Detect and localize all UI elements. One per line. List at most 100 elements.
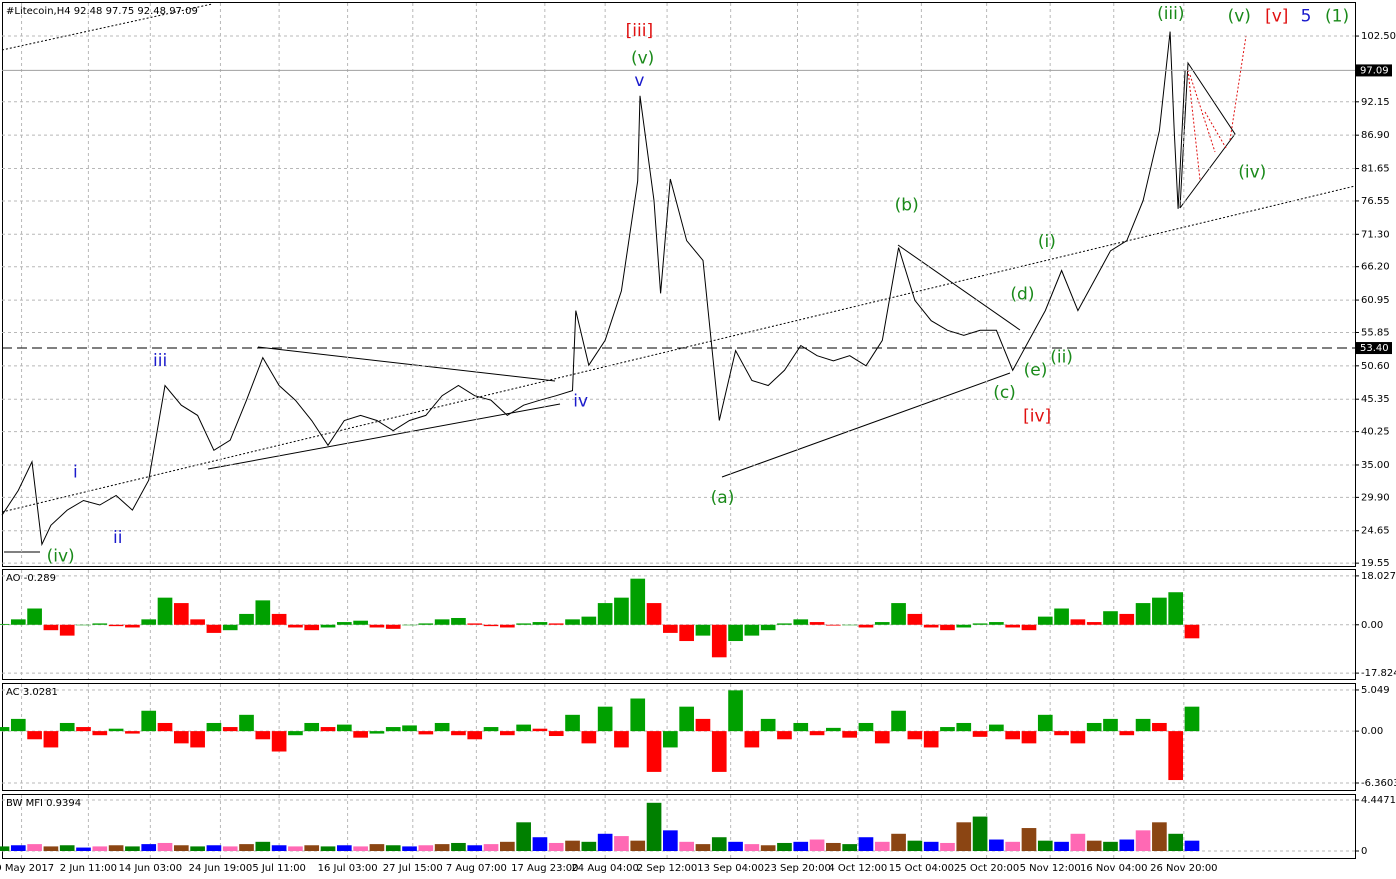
histogram-bar bbox=[663, 830, 678, 851]
histogram-bar bbox=[679, 706, 694, 732]
histogram-bar bbox=[1021, 624, 1037, 631]
histogram-bar bbox=[92, 731, 108, 736]
histogram-bar bbox=[451, 842, 466, 851]
price-panel bbox=[2, 2, 1356, 567]
histogram-bar bbox=[141, 710, 157, 732]
histogram-bar bbox=[190, 846, 205, 851]
y-tick-label: 81.65 bbox=[1361, 164, 1390, 175]
histogram-bar bbox=[793, 841, 809, 851]
histogram-bar bbox=[385, 727, 401, 732]
histogram-bar bbox=[614, 731, 629, 748]
histogram-bar bbox=[532, 837, 548, 851]
y-tick-label: 71.30 bbox=[1361, 229, 1390, 240]
histogram-bar bbox=[777, 623, 792, 625]
histogram-bar bbox=[793, 619, 809, 625]
histogram-bar bbox=[532, 622, 548, 625]
histogram-bar bbox=[907, 731, 923, 740]
projection-line bbox=[1187, 69, 1201, 181]
triangle-line bbox=[257, 346, 556, 382]
y-tick-label: 29.90 bbox=[1361, 492, 1390, 503]
histogram-bar bbox=[923, 731, 939, 748]
histogram-bar bbox=[10, 718, 26, 732]
histogram-bar bbox=[940, 624, 955, 631]
y-tick-label: 35.00 bbox=[1361, 460, 1390, 471]
histogram-bar bbox=[157, 722, 173, 732]
histogram-bar bbox=[1184, 624, 1200, 639]
wave-drawings bbox=[1, 3, 1356, 553]
histogram-bar bbox=[59, 624, 75, 636]
histogram-bar bbox=[369, 844, 385, 851]
histogram-bar bbox=[711, 731, 727, 772]
histogram-bar bbox=[353, 731, 368, 738]
histogram-bar bbox=[336, 845, 352, 851]
histogram-bar bbox=[222, 846, 238, 851]
histogram-bar bbox=[793, 722, 809, 732]
x-tick-label: 24 Jun 19:00 bbox=[189, 863, 253, 874]
histogram-bar bbox=[451, 617, 466, 625]
histogram-bar bbox=[516, 623, 531, 625]
histogram-bar bbox=[1037, 616, 1053, 625]
histogram-bar bbox=[239, 613, 254, 625]
y-tick-label: -6.3603 bbox=[1361, 778, 1396, 789]
histogram-bar bbox=[108, 728, 124, 732]
histogram-bar bbox=[565, 714, 580, 732]
price-line bbox=[1, 31, 1186, 547]
wave-label: (iv) bbox=[47, 546, 75, 566]
histogram-bar bbox=[1184, 706, 1200, 732]
histogram-bar bbox=[516, 724, 531, 732]
histogram-bar bbox=[1168, 833, 1184, 851]
y-tick-label: 0.00 bbox=[1361, 726, 1383, 737]
wave-label: (d) bbox=[1010, 285, 1034, 305]
y-tick-label: 0.00 bbox=[1361, 620, 1383, 631]
y-tick-label: 102.50 bbox=[1361, 31, 1396, 42]
histogram-bar bbox=[125, 846, 140, 851]
y-tick-label: 0 bbox=[1361, 846, 1367, 857]
histogram-bar bbox=[614, 597, 629, 625]
histogram-bar bbox=[500, 841, 515, 851]
histogram-bar bbox=[500, 731, 515, 736]
triangle-line bbox=[207, 403, 561, 470]
x-tick-label: 13 Sep 04:00 bbox=[697, 863, 764, 874]
histogram-bar bbox=[1021, 828, 1037, 851]
histogram-bar bbox=[744, 731, 760, 748]
x-tick-label: 16 Nov 04:00 bbox=[1080, 863, 1147, 874]
wave-label: (v) bbox=[631, 48, 654, 68]
y-tick-label: -17.824 bbox=[1361, 668, 1396, 679]
histogram-bar bbox=[369, 731, 385, 734]
histogram-bar bbox=[92, 623, 108, 625]
wave-label: (c) bbox=[993, 383, 1016, 403]
wave-label: (iii) bbox=[1157, 4, 1184, 24]
histogram-bar bbox=[646, 802, 662, 851]
triangle-line bbox=[721, 372, 1011, 478]
histogram-bar bbox=[581, 731, 597, 744]
histogram-bar bbox=[1135, 718, 1151, 732]
histogram-bar bbox=[809, 622, 825, 625]
panel-title: BW MFI 0.9394 bbox=[6, 798, 81, 809]
histogram-bar bbox=[630, 840, 646, 851]
histogram-bar bbox=[695, 624, 711, 636]
x-tick-label: 25 Oct 20:00 bbox=[954, 863, 1019, 874]
histogram-bar bbox=[467, 623, 483, 625]
wave-label: (1) bbox=[1325, 6, 1349, 26]
wave-label: [v] bbox=[1265, 6, 1288, 26]
histogram-bar bbox=[173, 731, 189, 744]
x-tick-label: 5 Nov 12:00 bbox=[1020, 863, 1081, 874]
histogram-bar bbox=[1086, 622, 1102, 625]
histogram-bar bbox=[271, 731, 287, 752]
histogram-bar bbox=[1168, 592, 1184, 625]
y-tick-label: 45.35 bbox=[1361, 394, 1390, 405]
histogram-bar bbox=[418, 731, 434, 735]
histogram-bar bbox=[304, 845, 320, 851]
histogram-bar bbox=[663, 731, 678, 748]
histogram-bar bbox=[255, 841, 271, 851]
histogram-bar bbox=[10, 845, 26, 851]
histogram-bar bbox=[874, 622, 890, 625]
histogram-bar bbox=[695, 844, 711, 851]
histogram-bar bbox=[206, 845, 222, 851]
histogram-bar bbox=[1168, 731, 1184, 781]
histogram-bar bbox=[1005, 624, 1021, 628]
wave-label: (v) bbox=[1228, 6, 1251, 26]
histogram-bar bbox=[500, 624, 515, 628]
chart-title: #Litecoin,H4 92.48 97.75 92.48 97.09 bbox=[6, 6, 198, 17]
histogram-bar bbox=[1119, 613, 1135, 625]
